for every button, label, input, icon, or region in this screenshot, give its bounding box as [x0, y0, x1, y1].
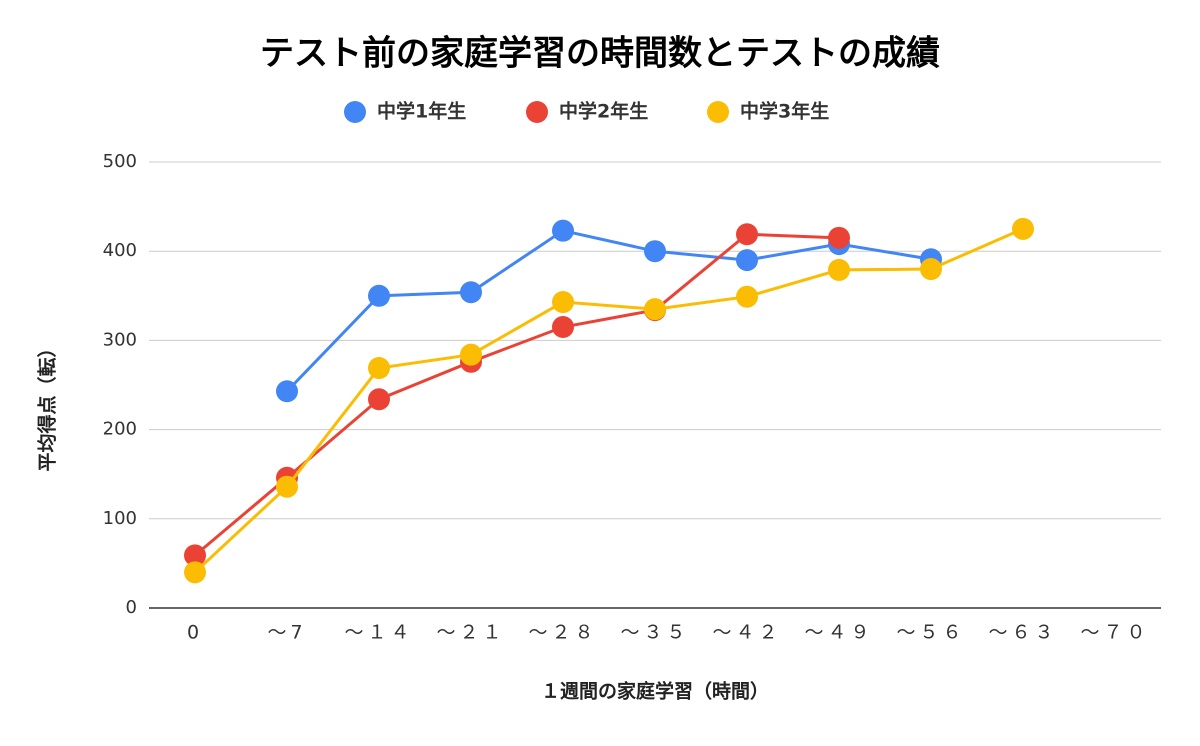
- x-tick-label: ～７０: [1080, 622, 1149, 644]
- y-axis-label: 平均得点（転）: [36, 338, 59, 471]
- x-tick-label: ～６３: [988, 622, 1057, 644]
- data-point: [552, 316, 574, 339]
- y-tick-label: 200: [103, 419, 137, 440]
- y-tick-label: 100: [103, 508, 137, 529]
- series-line: [193, 227, 1024, 574]
- x-tick-label: ～３５: [620, 622, 689, 644]
- x-tick-label: ～１４: [344, 622, 413, 644]
- x-tick-label: ～４２: [712, 622, 781, 644]
- data-point: [736, 285, 758, 308]
- y-tick-label: 400: [103, 240, 137, 261]
- data-point: [184, 544, 206, 567]
- data-point: [552, 219, 574, 242]
- y-tick-label: 300: [103, 329, 137, 350]
- legend-label: 中学1年生: [377, 100, 466, 123]
- data-point: [828, 258, 850, 281]
- data-point: [276, 475, 298, 498]
- data-point: [736, 223, 758, 246]
- data-point: [736, 249, 758, 272]
- data-point: [644, 298, 666, 321]
- data-point: [460, 281, 482, 304]
- x-tick-label: ～４９: [804, 622, 873, 644]
- data-point: [552, 291, 574, 314]
- x-axis-label: １週間の家庭学習（時間）: [541, 680, 769, 703]
- x-tick-label: ～２８: [528, 622, 597, 644]
- x-tick-label: 0: [187, 622, 203, 644]
- legend-label: 中学3年生: [740, 100, 829, 123]
- legend-label: 中学2年生: [559, 100, 648, 123]
- x-tick-label: ～7: [267, 622, 306, 644]
- data-point: [276, 380, 298, 403]
- y-tick-label: 500: [103, 151, 137, 172]
- chart-title: テスト前の家庭学習の時間数とテストの成績: [260, 34, 940, 74]
- series-line: [285, 229, 932, 393]
- data-point: [920, 258, 942, 281]
- x-tick-label: ～５６: [896, 622, 965, 644]
- data-point: [184, 561, 206, 584]
- data-point: [1012, 217, 1034, 240]
- data-point: [460, 343, 482, 366]
- legend-marker: [707, 101, 729, 123]
- y-tick-label: 0: [126, 597, 137, 618]
- x-tick-label: ～２１: [436, 622, 505, 644]
- legend-marker: [344, 101, 366, 123]
- data-point: [828, 226, 850, 249]
- data-point: [368, 388, 390, 411]
- data-point: [368, 284, 390, 307]
- data-point: [368, 357, 390, 380]
- data-point: [644, 240, 666, 263]
- legend-marker: [526, 101, 548, 123]
